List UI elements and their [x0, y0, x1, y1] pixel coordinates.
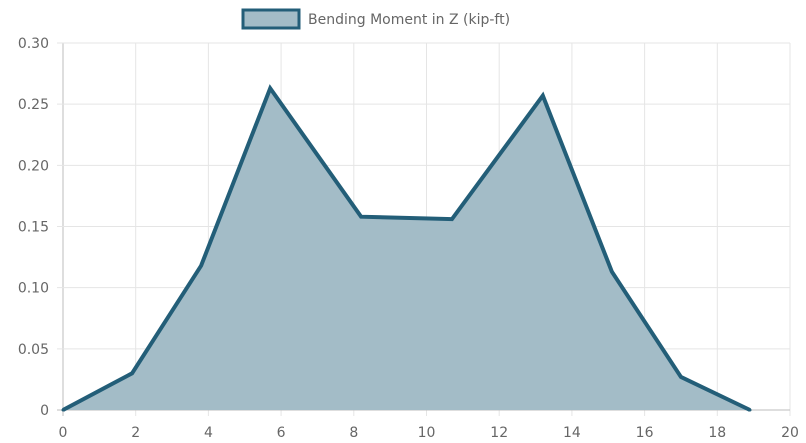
x-tick-label: 10 — [418, 425, 436, 441]
x-tick-label: 16 — [636, 425, 654, 441]
y-tick-label: 0.25 — [18, 97, 49, 113]
data-point[interactable] — [541, 94, 545, 98]
series-area — [63, 88, 751, 410]
y-tick-label: 0.05 — [18, 342, 49, 358]
y-tick-label: 0.30 — [18, 36, 49, 52]
x-tick-label: 2 — [131, 425, 140, 441]
data-point[interactable] — [748, 408, 752, 412]
series-line — [62, 84, 751, 412]
data-point[interactable] — [61, 408, 65, 412]
y-tick-label: 0.10 — [18, 281, 49, 297]
y-tick-label: 0.15 — [18, 220, 49, 236]
series-points-layer — [61, 86, 752, 412]
x-axis-ticks: 0 2 4 6 8 10 12 14 16 18 20 — [59, 425, 799, 441]
y-axis-ticks: 0 0.05 0.10 0.15 0.20 0.25 0.30 — [18, 36, 49, 419]
data-point[interactable] — [268, 86, 272, 90]
data-point[interactable] — [610, 270, 614, 274]
y-tick-label: 0 — [40, 403, 49, 419]
data-point[interactable] — [130, 371, 134, 375]
legend-swatch[interactable] — [241, 8, 301, 30]
x-tick-label: 8 — [349, 425, 358, 441]
data-point[interactable] — [359, 215, 363, 219]
data-point[interactable] — [199, 264, 203, 268]
series-area-layer — [62, 84, 751, 412]
legend-label[interactable]: Bending Moment in Z (kip-ft) — [308, 12, 510, 28]
x-tick-label: 12 — [490, 425, 508, 441]
x-tick-label: 18 — [708, 425, 726, 441]
x-tick-label: 4 — [204, 425, 213, 441]
x-tick-label: 14 — [563, 425, 581, 441]
y-tick-label: 0.20 — [18, 158, 49, 174]
data-point[interactable] — [450, 217, 454, 221]
legend[interactable]: Bending Moment in Z (kip-ft) — [241, 8, 510, 30]
x-tick-label: 6 — [277, 425, 286, 441]
x-tick-label: 20 — [781, 425, 799, 441]
x-tick-label: 0 — [59, 425, 68, 441]
data-point[interactable] — [679, 375, 683, 379]
